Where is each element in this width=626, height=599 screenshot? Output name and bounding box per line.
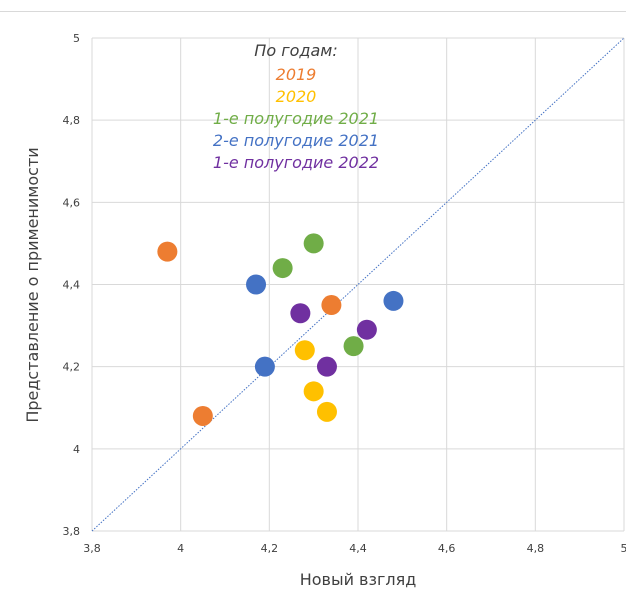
x-axis-title: Новый взгляд: [300, 570, 417, 589]
y-axis-title: Представление о применимости: [23, 147, 42, 422]
legend-entry: 2020: [276, 87, 317, 106]
y-tick-label: 4,6: [63, 196, 81, 209]
data-point: [383, 290, 404, 311]
legend-heading: По годам:: [254, 41, 337, 60]
y-tick-label: 4,8: [63, 114, 81, 127]
data-point: [254, 356, 275, 377]
x-tick-labels: 3,8 4 4,2 4,4 4,6 4,8 5: [83, 542, 626, 555]
y-tick-label: 4: [73, 443, 80, 456]
data-point: [192, 405, 213, 426]
x-tick-label: 4,8: [527, 542, 545, 555]
x-tick-label: 4,4: [349, 542, 367, 555]
data-point: [294, 340, 315, 361]
y-tick-labels: 3,8 4 4,2 4,4 4,6 4,8 5: [63, 32, 81, 538]
data-point: [316, 356, 337, 377]
y-tick-label: 4,4: [63, 279, 81, 292]
grid-lines: [91, 37, 625, 532]
data-point: [246, 274, 267, 295]
data-point: [303, 233, 324, 254]
x-tick-label: 4,6: [438, 542, 456, 555]
data-point: [321, 295, 342, 316]
y-tick-label: 5: [73, 32, 80, 45]
legend-entry: 1-е полугодие 2021: [213, 109, 379, 128]
legend-entries: 2019 2020 1-е полугодие 2021 2-е полугодие …: [213, 65, 379, 172]
data-points: [157, 233, 404, 426]
data-point: [343, 336, 364, 357]
data-point: [316, 401, 337, 422]
legend-entry: 2-е полугодие 2021: [213, 131, 379, 150]
y-tick-label: 3,8: [63, 525, 81, 538]
data-point: [272, 258, 293, 279]
data-point: [290, 303, 311, 324]
reference-diagonal: [91, 37, 625, 532]
data-point: [157, 241, 178, 262]
data-point: [303, 381, 324, 402]
x-tick-label: 3,8: [83, 542, 101, 555]
x-tick-label: 4,2: [261, 542, 279, 555]
chart-top-border: [0, 11, 626, 12]
legend-entry: 2019: [276, 65, 317, 84]
x-tick-label: 5: [621, 542, 626, 555]
legend: По годам: 2019 2020 1-е полугодие 2021 2-е …: [213, 41, 379, 172]
x-tick-label: 4: [177, 542, 184, 555]
y-tick-label: 4,2: [63, 361, 81, 374]
legend-entry: 1-е полугодие 2022: [213, 153, 379, 172]
diagonal-line: [91, 37, 625, 532]
data-point: [356, 319, 377, 340]
